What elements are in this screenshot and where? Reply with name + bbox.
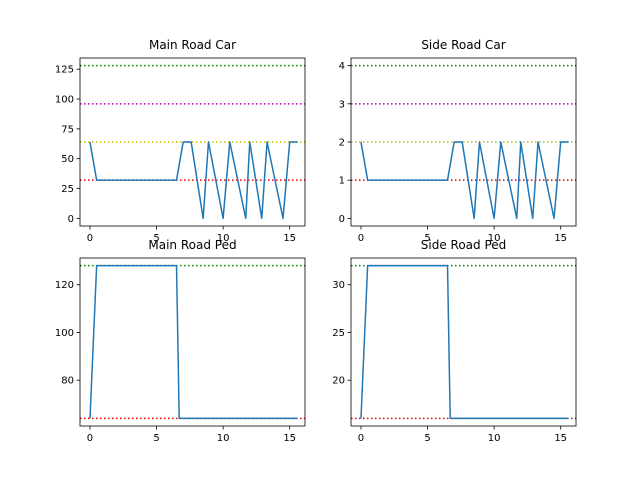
main-road-ped-x-tick-label: 10	[217, 433, 230, 444]
main-road-car-y-tick-label: 0	[68, 214, 74, 225]
side-road-car-x-tick-label: 10	[488, 233, 501, 244]
main-road-car-axes-frame	[79, 57, 306, 227]
main-road-car-y-tick-label: 50	[61, 154, 74, 165]
side-road-ped-y-tick-label: 20	[332, 376, 345, 387]
side-road-ped-y-tick-label: 30	[332, 280, 345, 291]
main-road-ped-x-tick-label: 0	[87, 433, 93, 444]
side-road-car-title: Side Road Car	[421, 38, 505, 52]
main-road-car-y-tick-label: 125	[55, 65, 74, 76]
side-road-car-x-tick-label: 0	[358, 233, 364, 244]
side-road-car-y-tick-label: 4	[339, 61, 345, 72]
main-road-car-y-tick-label: 25	[61, 184, 74, 195]
side-road-car-y-tick-label: 3	[339, 99, 345, 110]
main-road-car-x-tick-label: 15	[283, 233, 296, 244]
main-road-car-x-tick-label: 5	[153, 233, 159, 244]
main-road-ped-y-tick-label: 80	[61, 376, 74, 387]
main-road-car-panel: 0 5 10 15 0 25 50 75 100 125 Main Road Car	[55, 38, 306, 244]
side-road-car-y-tick-label: 0	[339, 214, 345, 225]
side-road-car-series-line	[360, 141, 569, 220]
side-road-car-y-tick-label: 2	[339, 138, 345, 149]
main-road-ped-title: Main Road Ped	[148, 238, 236, 252]
side-road-ped-title: Side Road Ped	[421, 238, 507, 252]
side-road-ped-panel: 0 5 10 15 20 25 30 Side Road Ped	[332, 238, 577, 444]
side-road-car-x-tick-label: 5	[424, 233, 430, 244]
main-road-car-y-tick-label: 100	[55, 95, 74, 106]
side-road-ped-x-tick-label: 10	[488, 433, 501, 444]
side-road-ped-x-tick-label: 5	[424, 433, 430, 444]
main-road-car-series-line	[89, 141, 298, 220]
side-road-car-x-tick-label: 15	[554, 233, 567, 244]
side-road-ped-x-tick-label: 0	[358, 433, 364, 444]
side-road-ped-x-tick-label: 15	[554, 433, 567, 444]
side-road-car-y-tick-label: 1	[339, 176, 345, 187]
main-road-car-title: Main Road Car	[149, 38, 236, 52]
main-road-ped-axes-frame	[79, 257, 306, 427]
main-road-car-x-tick-label: 10	[217, 233, 230, 244]
side-road-ped-series-line	[360, 264, 569, 420]
main-road-ped-x-tick-label: 15	[283, 433, 296, 444]
main-road-ped-y-tick-label: 120	[55, 280, 74, 291]
main-road-ped-series-line	[89, 264, 298, 420]
main-road-ped-y-tick-label: 100	[55, 328, 74, 339]
side-road-ped-y-tick-label: 25	[332, 328, 345, 339]
main-road-car-y-tick-label: 75	[61, 124, 74, 135]
side-road-car-panel: 0 5 10 15 0 1 2 3 4 Side Road Car	[339, 38, 577, 244]
main-road-ped-panel: 0 5 10 15 80 100 120 Main Road Ped	[55, 238, 306, 444]
main-road-car-x-tick-label: 0	[87, 233, 93, 244]
side-road-ped-axes-frame	[350, 257, 577, 427]
main-road-ped-x-tick-label: 5	[153, 433, 159, 444]
